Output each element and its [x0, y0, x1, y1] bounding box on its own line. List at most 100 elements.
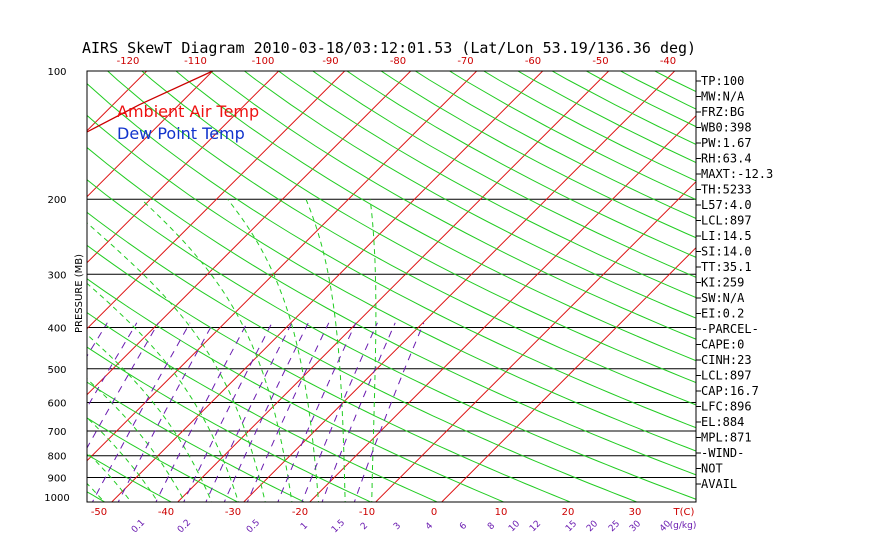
stat-line: RH:63.4 — [701, 152, 752, 166]
plot-area — [87, 71, 696, 502]
stat-line: -PARCEL- — [701, 322, 759, 336]
moist-adiabat-line — [227, 198, 320, 502]
isotherm-line — [308, 114, 696, 502]
top-temperature-axis: -120 -110 -100 -90 -80 -70 -60 -50 -40 — [117, 56, 677, 67]
isotherm-line — [87, 71, 214, 198]
dry-adiabat-line — [277, 71, 696, 299]
mixing-ratio-axis: 0.1 0.2 0.5 1 1.5 2 3 4 6 8 10 12 15 20 25 30 40(g/kg) — [130, 518, 696, 535]
bottom-temperature-unit-label: T(C) — [673, 507, 695, 518]
dry-adiabat-line — [87, 114, 696, 452]
pressure-tick-label: 500 — [47, 365, 66, 376]
mixing-ratio-tick-label: 2 — [359, 521, 370, 532]
sounding-stats-panel: TP:100MW:N/AFRZ:BGWB0:398PW:1.67RH:63.4M… — [696, 74, 773, 491]
pressure-tick-label: 400 — [47, 323, 66, 334]
mixing-ratio-unit-label: (g/kg) — [670, 521, 697, 531]
stat-line: KI:259 — [701, 276, 744, 290]
mixing-ratio-line — [0, 323, 1, 506]
mixing-ratio-tick-label: 12 — [528, 519, 543, 534]
dry-adiabat-line — [141, 71, 696, 384]
bottom-temperature-tick-label: -10 — [359, 507, 375, 518]
isotherm-lines — [87, 71, 696, 502]
isotherm-line — [87, 71, 148, 132]
y-axis-label: PRESSURE (MB) — [74, 254, 85, 333]
isotherm-line — [374, 180, 696, 502]
isotherm-line — [87, 71, 478, 462]
bottom-temperature-tick-label: -40 — [158, 507, 174, 518]
mixing-ratio-line — [301, 322, 378, 502]
stat-line: LCL:897 — [701, 214, 752, 228]
bottom-temperature-tick-label: 10 — [495, 507, 508, 518]
bottom-temperature-axis: -50 -40 -30 -20 -10 0 10 20 30 T(C) — [91, 507, 695, 518]
pressure-tick-label: 100 — [47, 67, 66, 78]
isotherm-line — [87, 71, 346, 330]
mixing-ratio-line — [91, 322, 191, 502]
bottom-temperature-tick-label: -20 — [292, 507, 308, 518]
pressure-tick-label: 1000 — [44, 493, 69, 504]
bottom-temperature-tick-label: -30 — [225, 507, 241, 518]
dry-adiabat-line — [87, 211, 639, 502]
mixing-ratio-tick-label: 3 — [392, 521, 403, 532]
top-temperature-tick-label: -80 — [390, 56, 406, 67]
stat-line: CINH:23 — [701, 353, 752, 367]
mixing-ratio-line — [117, 322, 214, 502]
isotherm-line — [176, 71, 610, 502]
stat-line: EL:884 — [701, 415, 744, 429]
top-temperature-tick-label: -110 — [184, 56, 207, 67]
top-temperature-tick-label: -40 — [660, 56, 676, 67]
dry-adiabat-line — [0, 52, 45, 507]
dry-adiabat-line — [87, 83, 696, 429]
bottom-temperature-tick-label: 0 — [431, 507, 437, 518]
mixing-ratio-line — [277, 322, 357, 502]
isotherm-line — [87, 71, 412, 396]
top-temperature-tick-label: -100 — [252, 56, 275, 67]
mixing-ratio-tick-label: 1 — [299, 521, 310, 532]
stat-line: LI:14.5 — [701, 229, 752, 243]
moist-adiabat-line — [87, 333, 213, 502]
top-temperature-tick-label: -60 — [525, 56, 541, 67]
bottom-temperature-tick-label: 20 — [562, 507, 575, 518]
dew-point-temp-line — [0, 71, 15, 493]
mixing-ratio-tick-label: 15 — [564, 519, 579, 534]
stat-line: NOT — [701, 462, 723, 476]
pressure-axis: 100 200 300 400 500 600 700 800 900 1000 — [44, 67, 69, 504]
stat-line: MW:N/A — [701, 90, 745, 104]
dry-adiabat-line — [87, 417, 239, 502]
mixing-ratio-tick-label: 30 — [628, 519, 643, 534]
dry-adiabat-line — [87, 346, 372, 502]
dry-adiabat-line — [346, 71, 696, 258]
top-temperature-tick-label: -50 — [592, 56, 608, 67]
moist-adiabat-line — [0, 199, 29, 506]
bottom-temperature-tick-label: -50 — [91, 507, 107, 518]
legend-dew-point-temp: Dew Point Temp — [117, 124, 245, 143]
dry-adiabat-line — [87, 244, 572, 502]
pressure-tick-label: 600 — [47, 398, 66, 409]
moist-adiabat-line — [87, 378, 186, 502]
pressure-tick-label: 700 — [47, 427, 66, 438]
dry-adiabat-line — [106, 71, 696, 406]
stat-line: L57:4.0 — [701, 198, 752, 212]
dry-adiabat-line — [87, 381, 306, 502]
dry-adiabat-line — [243, 71, 696, 319]
moist-adiabat-line — [140, 198, 293, 502]
dry-adiabat-line — [87, 146, 696, 476]
stat-line: LFC:896 — [701, 400, 752, 414]
mixing-ratio-line — [353, 322, 425, 502]
stat-line: CAP:16.7 — [701, 384, 759, 398]
stat-line: AVAIL — [701, 477, 737, 491]
pressure-tick-label: 900 — [47, 474, 66, 485]
dry-adiabat-line — [311, 71, 696, 278]
mixing-ratio-tick-label: 0.5 — [245, 518, 262, 535]
dry-adiabat-line — [175, 71, 696, 362]
dry-adiabat-line — [87, 179, 696, 500]
pressure-tick-label: 800 — [47, 452, 66, 463]
dry-adiabat-lines — [0, 52, 696, 507]
moist-adiabat-line — [0, 199, 2, 506]
stat-line: SW:N/A — [701, 291, 745, 305]
pressure-tick-label: 200 — [47, 195, 66, 206]
dry-adiabat-line — [87, 453, 173, 502]
isotherm-line — [87, 71, 280, 264]
stat-line: TH:5233 — [701, 183, 752, 197]
mixing-ratio-tick-label: 0.1 — [130, 518, 147, 535]
stat-line: CAPE:0 — [701, 338, 744, 352]
